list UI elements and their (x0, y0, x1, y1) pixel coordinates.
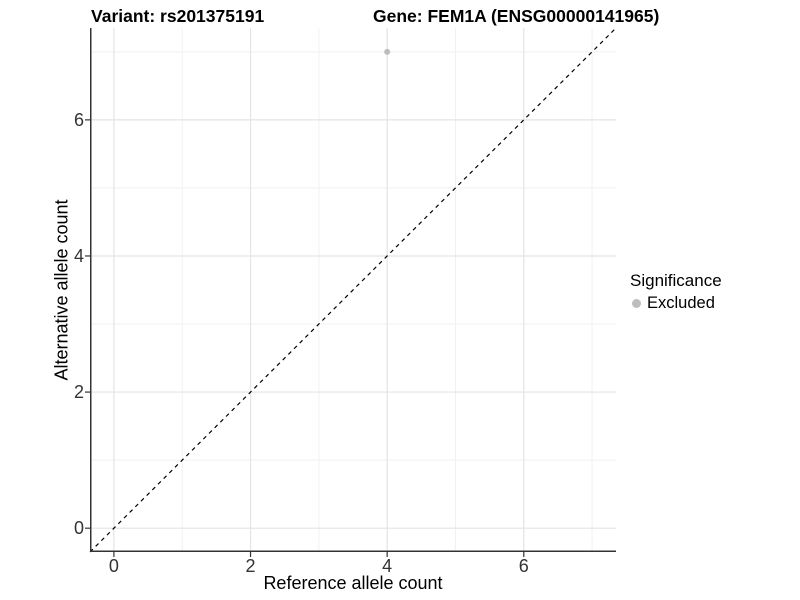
legend-item-label: Excluded (647, 294, 715, 312)
plot-panel (85, 27, 617, 557)
plot-title-variant: Variant: rs201375191 (91, 6, 265, 26)
legend-items: Excluded (630, 294, 722, 313)
y-tick-label: 6 (73, 109, 84, 130)
identity-reference-line (89, 27, 617, 553)
x-tick-label: 4 (382, 556, 393, 576)
y-tick-label: 4 (73, 245, 84, 266)
y-tick-label: 2 (73, 382, 84, 403)
plot-title-gene: Gene: FEM1A (ENSG00000141965) (373, 6, 660, 26)
y-tick-label: 0 (73, 518, 84, 539)
legend: Significance Excluded (630, 271, 722, 313)
y-axis-title: Alternative allele count (51, 199, 72, 381)
legend-title: Significance (630, 271, 722, 290)
x-tick-label: 0 (108, 556, 119, 576)
x-tick-label: 6 (518, 556, 529, 576)
legend-item: Excluded (630, 294, 722, 313)
legend-key-dot-icon (632, 299, 641, 308)
data-point (384, 48, 391, 55)
x-tick-label: 2 (245, 556, 256, 576)
x-axis-title: Reference allele count (263, 573, 443, 593)
